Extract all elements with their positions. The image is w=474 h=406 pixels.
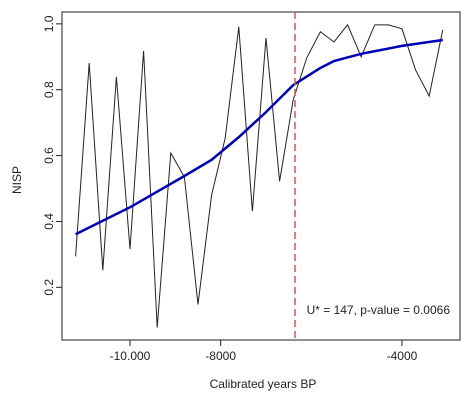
x-tick-label: -8000 (205, 349, 236, 363)
y-tick-label: 0.8 (42, 81, 56, 98)
x-tick-label: -4000 (387, 349, 418, 363)
y-axis-label: NISP (10, 166, 24, 194)
y-tick-label: 0.2 (42, 279, 56, 296)
series-line (75, 38, 443, 236)
y-tick-label: 0.6 (42, 147, 56, 164)
x-axis-label: Calibrated years BP (210, 377, 317, 391)
y-tick-label: 1.0 (42, 15, 56, 32)
series-line (75, 23, 444, 328)
plot-box (61, 11, 461, 341)
y-tick-label: 0.4 (42, 213, 56, 230)
annotation: U* = 147, p-value = 0.0066 (307, 303, 451, 317)
x-tick-label: -10.000 (110, 349, 151, 363)
